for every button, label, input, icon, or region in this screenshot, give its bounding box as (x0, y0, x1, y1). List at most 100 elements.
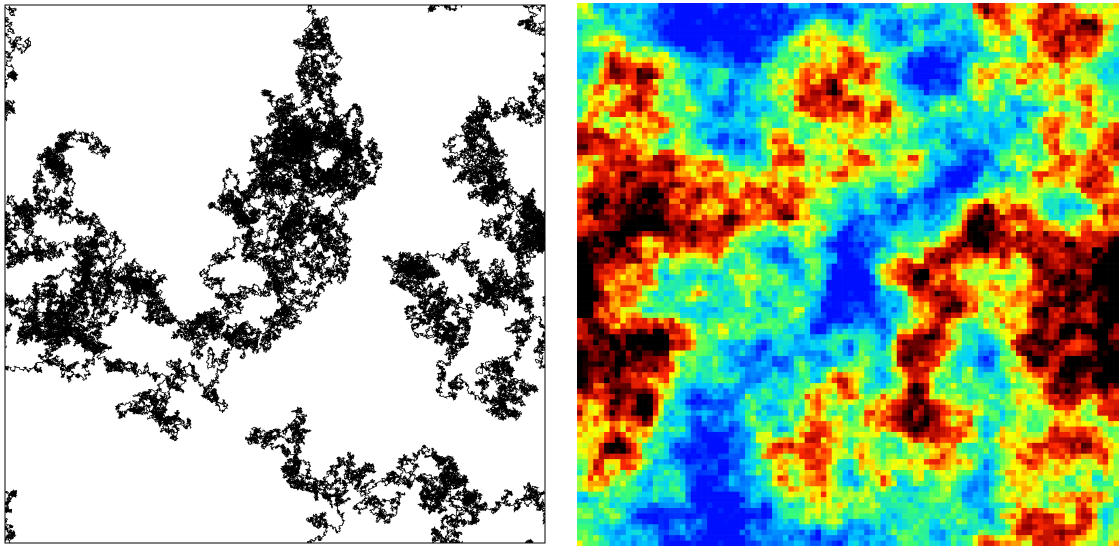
heat-cell (935, 155, 941, 161)
heat-cell (696, 188, 702, 194)
heat-cell (853, 41, 859, 47)
heat-cell (913, 46, 919, 52)
heat-cell (978, 220, 984, 226)
heat-cell (881, 144, 887, 150)
heat-cell (637, 14, 643, 20)
heat-cell (1059, 3, 1065, 9)
heat-cell (1070, 14, 1076, 20)
heat-cell (810, 155, 816, 161)
heat-cell (772, 106, 778, 112)
heat-cell (859, 133, 865, 139)
heat-cell (783, 139, 789, 145)
heat-cell (989, 144, 995, 150)
heat-cell (680, 25, 686, 31)
heat-cell (604, 19, 610, 25)
heat-cell (881, 215, 887, 221)
heat-cell (761, 209, 767, 215)
heat-cell (864, 242, 870, 248)
heat-cell (593, 215, 599, 221)
heat-cell (843, 74, 849, 80)
heat-cell (740, 79, 746, 85)
heat-cell (599, 264, 605, 270)
heat-cell (1049, 177, 1055, 183)
heat-cell (826, 198, 832, 204)
heat-cell (805, 25, 811, 31)
heat-cell (788, 128, 794, 134)
heat-cell (664, 215, 670, 221)
heat-cell (729, 220, 735, 226)
heat-cell (615, 166, 621, 172)
heat-cell (978, 79, 984, 85)
heat-cell (984, 90, 990, 96)
heat-cell (1043, 226, 1049, 232)
heat-cell (620, 220, 626, 226)
heat-cell (832, 46, 838, 52)
heat-cell (1016, 112, 1022, 118)
heat-cell (626, 25, 632, 31)
heat-cell (788, 198, 794, 204)
heat-cell (1081, 193, 1087, 199)
heat-cell (620, 193, 626, 199)
heat-cell (702, 68, 708, 74)
heat-cell (1049, 57, 1055, 63)
heat-cell (577, 193, 583, 199)
heat-cell (826, 215, 832, 221)
heat-cell (582, 30, 588, 36)
heat-cell (740, 166, 746, 172)
heat-cell (750, 30, 756, 36)
heat-cell (1049, 247, 1055, 253)
heat-cell (685, 122, 691, 128)
heat-cell (908, 74, 914, 80)
heat-cell (864, 133, 870, 139)
heat-cell (1097, 150, 1103, 156)
heat-cell (761, 84, 767, 90)
heat-cell (967, 193, 973, 199)
heat-cell (853, 160, 859, 166)
heat-cell (832, 182, 838, 188)
heat-cell (1011, 52, 1017, 58)
heat-cell (604, 198, 610, 204)
heat-cell (946, 258, 952, 264)
heat-cell (1054, 242, 1060, 248)
heat-cell (631, 166, 637, 172)
heat-cell (1097, 14, 1103, 20)
heat-cell (783, 160, 789, 166)
heat-cell (794, 247, 800, 253)
heat-cell (1054, 188, 1060, 194)
heat-cell (1049, 182, 1055, 188)
heat-cell (978, 36, 984, 42)
heat-cell (680, 90, 686, 96)
heat-cell (805, 188, 811, 194)
heat-cell (778, 209, 784, 215)
heat-cell (1086, 122, 1092, 128)
heat-cell (935, 25, 941, 31)
heat-cell (658, 3, 664, 9)
heat-cell (799, 242, 805, 248)
heat-cell (913, 19, 919, 25)
heat-cell (886, 117, 892, 123)
heat-cell (859, 112, 865, 118)
heat-cell (815, 36, 821, 42)
heat-cell (1103, 220, 1109, 226)
heat-cell (745, 14, 751, 20)
heat-cell (582, 215, 588, 221)
heat-cell (669, 57, 675, 63)
heat-cell (1092, 25, 1098, 31)
heat-cell (783, 36, 789, 42)
heat-cell (680, 209, 686, 215)
heat-cell (631, 160, 637, 166)
heat-cell (647, 106, 653, 112)
heat-cell (691, 236, 697, 242)
heat-cell (729, 144, 735, 150)
heat-cell (891, 112, 897, 118)
heat-cell (610, 30, 616, 36)
heat-cell (1016, 74, 1022, 80)
heat-cell (805, 182, 811, 188)
heat-cell (848, 84, 854, 90)
heat-cell (913, 84, 919, 90)
heat-cell (772, 242, 778, 248)
heat-cell (620, 63, 626, 69)
heat-cell (929, 41, 935, 47)
heat-cell (626, 63, 632, 69)
heat-cell (994, 258, 1000, 264)
